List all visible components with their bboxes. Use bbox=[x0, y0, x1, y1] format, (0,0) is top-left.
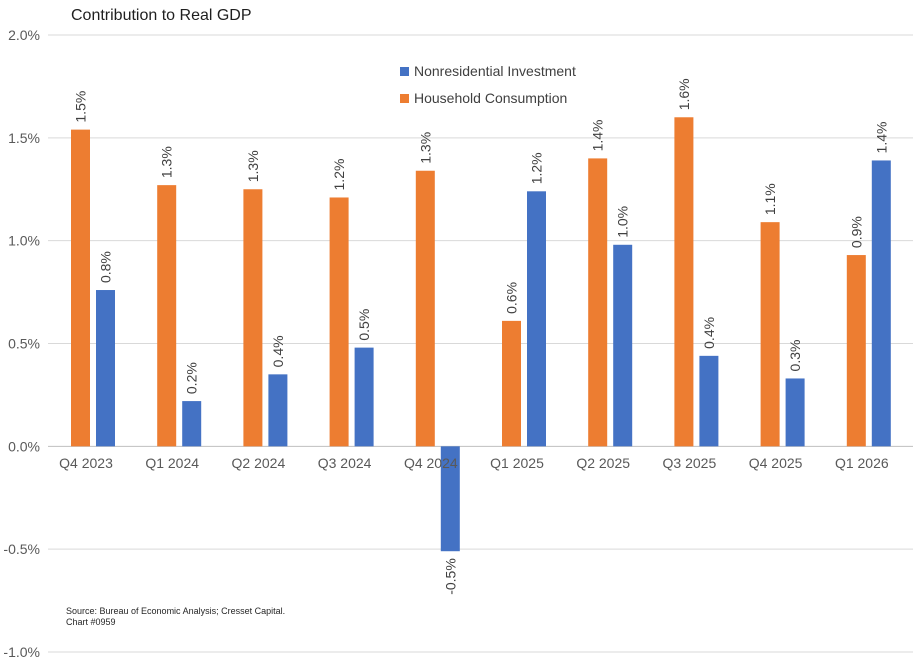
chart-number: Chart #0959 bbox=[66, 617, 116, 627]
data-label: 0.4% bbox=[270, 335, 286, 367]
y-tick-label: 1.0% bbox=[8, 233, 40, 249]
data-label: 1.4% bbox=[590, 119, 606, 151]
y-tick-label: 0.0% bbox=[8, 438, 40, 454]
data-label: 1.2% bbox=[331, 159, 347, 191]
bar-household-consumption bbox=[157, 185, 177, 447]
data-label: 0.5% bbox=[356, 309, 372, 341]
bar-household-consumption bbox=[502, 320, 521, 447]
data-label: 0.6% bbox=[504, 282, 520, 314]
legend: Nonresidential Investment Household Cons… bbox=[400, 62, 576, 116]
bar-household-consumption bbox=[846, 255, 866, 447]
y-tick-label: -1.0% bbox=[3, 644, 40, 660]
x-tick-label: Q3 2025 bbox=[663, 455, 717, 471]
x-tick-label: Q1 2024 bbox=[145, 455, 199, 471]
bar-nonresidential-investment bbox=[440, 446, 460, 552]
bar-household-consumption bbox=[415, 170, 435, 447]
legend-item-nonresidential-investment: Nonresidential Investment bbox=[400, 62, 576, 80]
bar-nonresidential-investment bbox=[613, 244, 633, 447]
legend-item-household-consumption: Household Consumption bbox=[400, 89, 576, 107]
x-tick-label: Q4 2023 bbox=[59, 455, 113, 471]
legend-swatch-household-consumption bbox=[400, 93, 409, 103]
legend-swatch-nonresidential-investment bbox=[400, 66, 409, 76]
data-label: 0.8% bbox=[98, 251, 114, 283]
x-tick-label: Q2 2024 bbox=[232, 455, 286, 471]
x-tick-label: Q1 2025 bbox=[490, 455, 544, 471]
data-label: 1.3% bbox=[417, 132, 433, 164]
bar-nonresidential-investment bbox=[354, 347, 374, 447]
x-tick-label: Q4 2025 bbox=[749, 455, 803, 471]
bar-nonresidential-investment bbox=[182, 401, 202, 447]
data-label: 0.3% bbox=[787, 340, 803, 372]
bar-household-consumption bbox=[243, 189, 263, 447]
bar-household-consumption bbox=[674, 117, 694, 447]
bar-nonresidential-investment bbox=[527, 191, 546, 447]
data-label: 1.3% bbox=[159, 146, 175, 178]
bar-household-consumption bbox=[588, 158, 608, 447]
bar-nonresidential-investment bbox=[96, 290, 115, 447]
legend-label-nonresidential-investment: Nonresidential Investment bbox=[414, 63, 576, 79]
data-label: 0.9% bbox=[848, 216, 864, 248]
source-line: Source: Bureau of Economic Analysis; Cre… bbox=[66, 606, 286, 616]
y-tick-label: -0.5% bbox=[3, 541, 40, 557]
x-tick-label: Q3 2024 bbox=[318, 455, 372, 471]
bar-nonresidential-investment bbox=[785, 378, 805, 447]
x-tick-label: Q2 2025 bbox=[576, 455, 630, 471]
bar-household-consumption bbox=[71, 129, 90, 447]
legend-label-household-consumption: Household Consumption bbox=[414, 90, 568, 106]
data-label: 0.2% bbox=[184, 362, 200, 394]
bar-nonresidential-investment bbox=[699, 355, 719, 447]
chart-title: Contribution to Real GDP bbox=[71, 7, 252, 24]
data-label: 0.4% bbox=[701, 317, 717, 349]
x-tick-label: Q4 2024 bbox=[404, 455, 458, 471]
data-label: 1.6% bbox=[676, 78, 692, 110]
data-label: 1.2% bbox=[529, 152, 545, 184]
data-label: 1.3% bbox=[245, 150, 261, 182]
data-label: 1.1% bbox=[762, 183, 778, 215]
y-tick-label: 1.5% bbox=[8, 130, 40, 146]
data-label: -0.5% bbox=[442, 558, 458, 595]
x-tick-label: Q1 2026 bbox=[835, 455, 889, 471]
bar-nonresidential-investment bbox=[268, 374, 288, 447]
y-tick-label: 2.0% bbox=[8, 27, 40, 43]
data-label: 1.4% bbox=[873, 122, 889, 154]
bar-nonresidential-investment bbox=[871, 160, 891, 447]
y-tick-label: 0.5% bbox=[8, 336, 40, 352]
data-label: 1.0% bbox=[615, 206, 631, 238]
source-note: Source: Bureau of Economic Analysis; Cre… bbox=[66, 606, 285, 628]
bar-household-consumption bbox=[329, 197, 349, 447]
data-label: 1.5% bbox=[73, 91, 89, 123]
bar-household-consumption bbox=[760, 222, 780, 447]
